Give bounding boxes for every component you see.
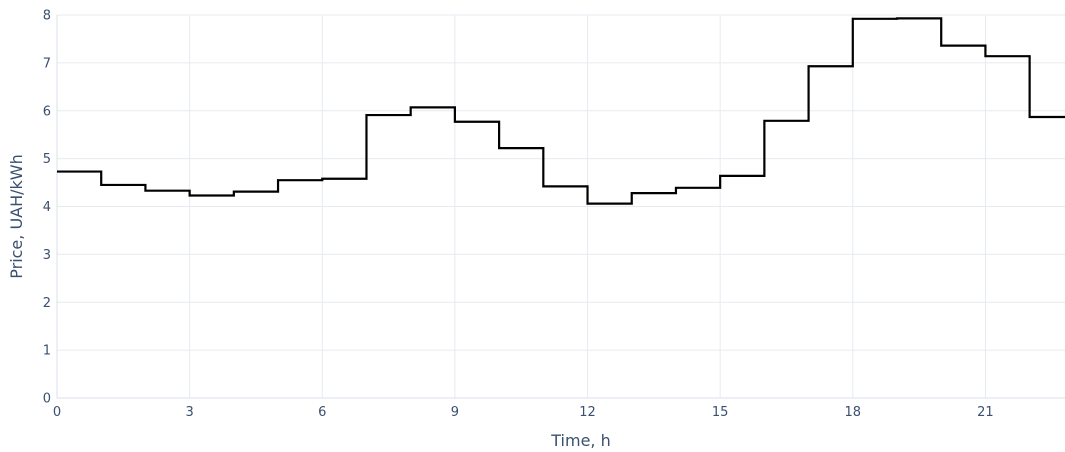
y-tick-label: 2 bbox=[43, 296, 51, 311]
series-layer bbox=[57, 17, 1065, 205]
y-tick-label: 5 bbox=[43, 152, 51, 167]
y-tick-label: 3 bbox=[43, 248, 51, 263]
y-tick-label: 4 bbox=[43, 200, 51, 215]
x-tick-label: 9 bbox=[451, 405, 459, 420]
price-series-line bbox=[57, 17, 1065, 205]
x-tick-label: 6 bbox=[318, 405, 326, 420]
axes bbox=[56, 15, 1065, 399]
x-tick-label: 12 bbox=[579, 405, 596, 420]
x-tick-label: 18 bbox=[845, 405, 862, 420]
x-tick-label: 0 bbox=[53, 405, 61, 420]
x-tick-label: 3 bbox=[185, 405, 193, 420]
grid bbox=[57, 14, 1065, 398]
y-tick-label: 7 bbox=[43, 56, 51, 71]
x-tick-label: 15 bbox=[712, 405, 729, 420]
y-axis-title: Price, UAH/kWh bbox=[7, 154, 26, 279]
y-tick-label: 0 bbox=[43, 392, 51, 407]
y-tick-label: 6 bbox=[43, 104, 51, 119]
x-axis-title: Time, h bbox=[550, 431, 610, 450]
y-tick-label: 1 bbox=[43, 344, 51, 359]
y-tick-label: 8 bbox=[43, 9, 51, 24]
x-tick-label: 21 bbox=[977, 405, 994, 420]
